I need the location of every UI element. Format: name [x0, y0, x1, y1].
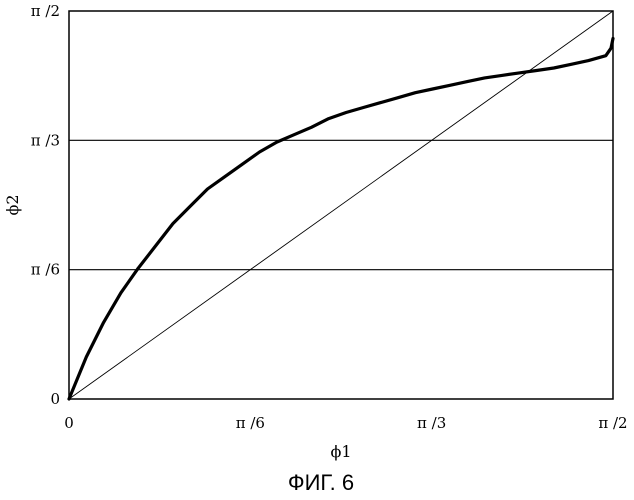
x-tick-label-1: π /6	[236, 414, 265, 432]
chart: 0 π /6 π /3 π /2 0 π /6 π /3 π /2 ϕ1 ϕ2	[0, 0, 634, 470]
y-axis-title: ϕ2	[3, 194, 22, 215]
y-tick-label-0: 0	[50, 390, 60, 408]
y-tick-labels: 0 π /6 π /3 π /2	[31, 2, 60, 408]
x-tick-label-0: 0	[64, 414, 74, 432]
y-tick-label-1: π /6	[31, 261, 60, 279]
y-tick-label-2: π /3	[31, 131, 60, 149]
x-tick-label-2: π /3	[417, 414, 446, 432]
x-tick-label-3: π /2	[598, 414, 627, 432]
x-axis-title: ϕ1	[330, 442, 351, 461]
y-tick-label-3: π /2	[31, 2, 60, 20]
x-tick-labels: 0 π /6 π /3 π /2	[64, 414, 627, 432]
figure-caption: ФИГ. 6	[4, 470, 634, 496]
